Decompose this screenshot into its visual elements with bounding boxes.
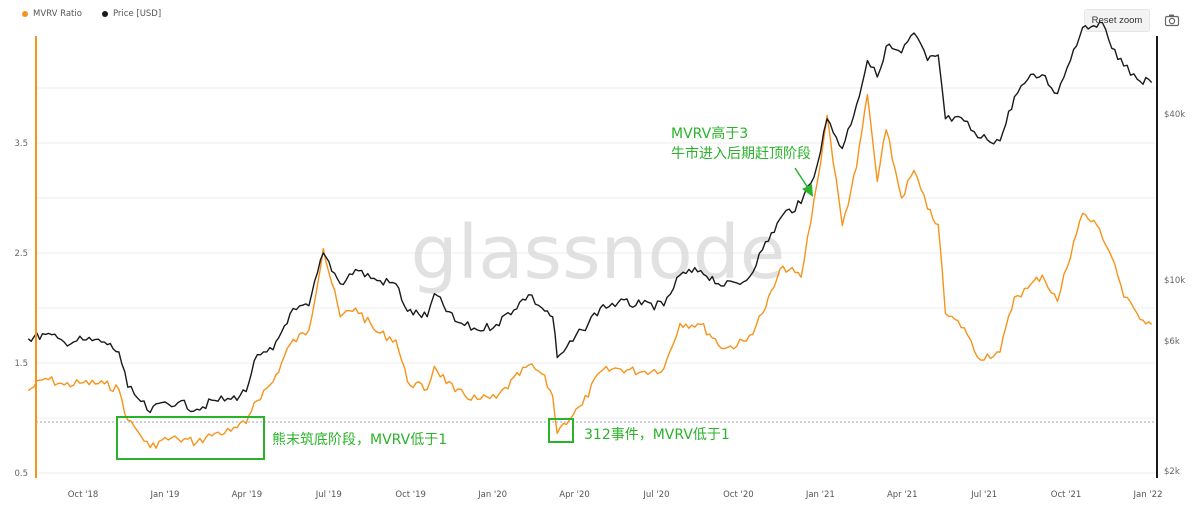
x-tick-label-6: Apr '20 (559, 490, 590, 500)
x-tick-label-11: Jul '21 (970, 490, 997, 500)
bear-bottom-box (116, 416, 265, 460)
x-tick-label-2: Apr '19 (232, 490, 263, 500)
reset-zoom-button[interactable]: Reset zoom (1084, 9, 1150, 32)
x-tick-label-0: Oct '18 (68, 490, 99, 500)
right-axis-ticks: $2k $6k $10k $40k (1164, 110, 1185, 477)
left-tick-label-2: 2.5 (14, 249, 28, 259)
right-tick-label-2: $10k (1164, 276, 1185, 286)
annotation-mvrv-above-3: MVRV高于3 (671, 125, 748, 142)
legend-item-mvrv[interactable]: MVRV Ratio (22, 9, 82, 19)
right-tick-label-1: $6k (1164, 337, 1180, 347)
price-line[interactable] (27, 21, 1153, 414)
legend: MVRV Ratio Price [USD] (22, 9, 161, 19)
x-tick-label-7: Jul '20 (642, 490, 669, 500)
annotation-312-event: 312事件，MVRV低于1 (584, 427, 730, 443)
x-tick-label-1: Jan '19 (149, 490, 179, 500)
march-12-box (548, 418, 574, 443)
camera-icon[interactable] (1164, 12, 1180, 28)
annotation-bear-bottom: 熊末筑底阶段，MVRV低于1 (272, 432, 447, 448)
x-tick-label-10: Apr '21 (887, 490, 918, 500)
x-tick-label-3: Jul '19 (315, 490, 342, 500)
series-group (27, 21, 1153, 449)
mvrv-legend-dot (22, 11, 28, 17)
annotation-bull-late-stage: 牛市进入后期赶顶阶段 (671, 145, 811, 162)
x-tick-label-8: Oct '20 (723, 490, 754, 500)
price-legend-dot (101, 11, 108, 17)
right-tick-label-3: $40k (1164, 110, 1185, 120)
x-tick-label-4: Oct '19 (395, 490, 426, 500)
x-tick-label-5: Jan '20 (477, 490, 507, 500)
annotation-arrow-head (802, 184, 813, 197)
left-axis-ticks: 0.5 1.5 2.5 3.5 (14, 139, 28, 479)
legend-item-price[interactable]: Price [USD] (101, 9, 162, 19)
legend-label-price: Price [USD] (112, 9, 162, 19)
right-tick-label-0: $2k (1164, 467, 1180, 477)
x-tick-label-13: Jan '22 (1133, 490, 1163, 500)
watermark: glassnode (411, 210, 786, 296)
left-tick-label-1: 1.5 (14, 359, 28, 369)
annotation-arrow-line (794, 167, 809, 189)
left-tick-label-0: 0.5 (14, 469, 28, 479)
mvrv-ratio-line[interactable] (27, 93, 1153, 449)
x-tick-label-9: Jan '21 (805, 490, 835, 500)
x-tick-label-12: Oct '21 (1051, 490, 1082, 500)
x-axis-ticks: Oct '18 Jan '19 Apr '19 Jul '19 Oct '19 Jan '… (68, 490, 1163, 500)
left-tick-label-3: 3.5 (14, 139, 28, 149)
legend-label-mvrv: MVRV Ratio (33, 9, 82, 19)
